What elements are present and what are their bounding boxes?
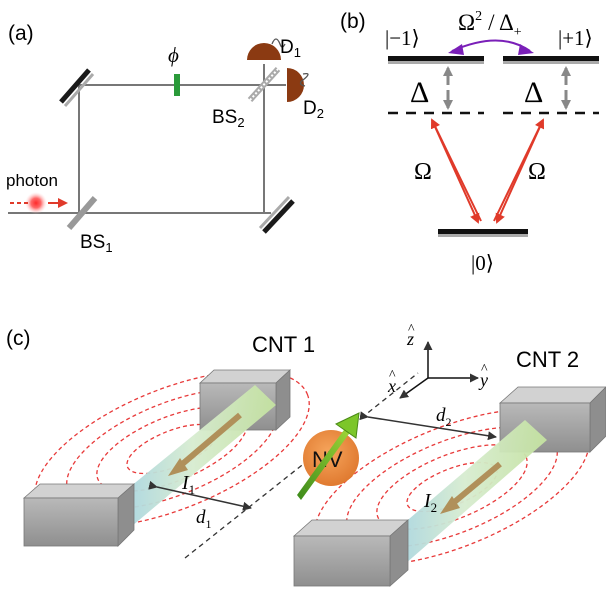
- distance-2-label: d2: [436, 405, 452, 429]
- phase-shifter: [174, 74, 180, 96]
- cnt2-front-electrode: [292, 519, 410, 587]
- mirror-bottom-right: [258, 195, 295, 234]
- panel-c-label: (c): [6, 327, 31, 350]
- effective-coupling-arc: [451, 39, 531, 52]
- rabi-arrow-right-down: [495, 119, 544, 224]
- phase-label: ϕ: [168, 43, 179, 67]
- detector-1: [247, 38, 286, 60]
- axis-x-hat: ^: [389, 368, 396, 383]
- axis-y-hat: ^: [481, 362, 488, 377]
- coordinate-axes: [399, 341, 479, 399]
- distance-1-label: d1: [196, 507, 212, 531]
- nv-axis-line: [184, 372, 419, 559]
- panel-b-label: (b): [340, 10, 366, 33]
- current-1-arrow: [178, 412, 242, 469]
- panel-a-label: (a): [8, 22, 34, 45]
- detector-1-label: D1: [280, 37, 301, 60]
- current-2-arrow: [450, 461, 502, 507]
- detuning-label-right: Δ: [524, 76, 543, 109]
- detector-2-label: D2: [303, 98, 324, 121]
- level-plus-one: [503, 56, 599, 64]
- panel-c: (c): [6, 322, 606, 587]
- detuning-label-left: Δ: [410, 76, 429, 109]
- state-plus-one-label: |+1⟩: [558, 26, 593, 50]
- cnt2-label: CNT 2: [516, 347, 579, 372]
- photon-icon: [25, 192, 47, 214]
- level-zero: [438, 229, 528, 237]
- state-minus-one-label: |−1⟩: [385, 26, 420, 50]
- coupling-arrowhead-left: [448, 44, 464, 55]
- rabi-arrow-left-down: [431, 119, 480, 224]
- axis-z-label: z: [406, 329, 414, 349]
- current-1-arrowhead: [168, 458, 188, 476]
- mirror-top-left: [59, 68, 95, 107]
- axis-x-label: x: [387, 376, 396, 396]
- photon-label: photon: [6, 171, 58, 190]
- current-2-arrowhead: [440, 496, 460, 514]
- cnt1-front-electrode: [22, 483, 136, 547]
- panel-a: (a) ϕ: [6, 22, 324, 255]
- distance-1-arrow: [148, 480, 252, 511]
- detector-2: [287, 68, 309, 102]
- rabi-label-right: Ω: [528, 159, 546, 185]
- coupling-arrowhead-right: [518, 44, 534, 55]
- current-2-label: I2: [423, 490, 437, 515]
- axis-y-label: y: [478, 370, 488, 390]
- beamsplitter-2-label: BS2: [212, 107, 245, 130]
- cnt1-label: CNT 1: [252, 332, 315, 357]
- nv-spin-arrow-shaft: [297, 423, 354, 500]
- rabi-label-left: Ω: [414, 159, 432, 185]
- beamsplitter-1: [66, 196, 98, 230]
- interferometer-beam-paths: [8, 64, 286, 214]
- panel-b: (b) |−1⟩ |+1⟩ |0⟩ Ω2/ Δ+ Δ Δ: [340, 9, 599, 275]
- effective-coupling-label: Ω2/ Δ+: [458, 9, 522, 40]
- state-zero-label: |0⟩: [471, 251, 494, 275]
- distance-2-arrow: [359, 411, 497, 441]
- level-minus-one: [388, 56, 484, 64]
- axis-z-hat: ^: [408, 322, 415, 337]
- nv-spin-arrowhead: [335, 412, 360, 439]
- beamsplitter-1-label: BS1: [80, 232, 113, 255]
- beamsplitter-2: [247, 66, 281, 103]
